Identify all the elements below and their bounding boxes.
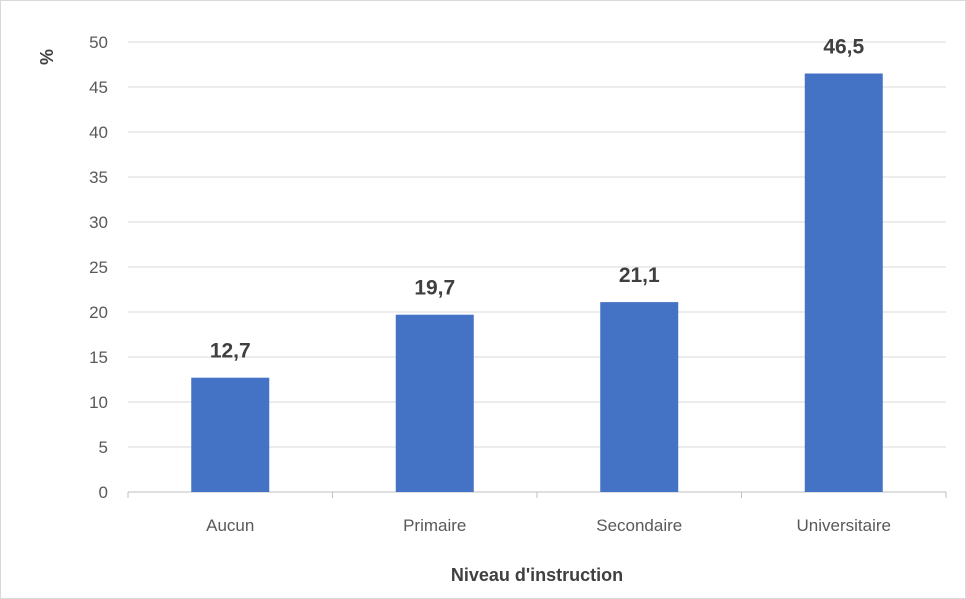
labels: 0 5 10 15 20 25 30 35 40 45 50 12,7 Aucun 19,7 Primair… — [89, 33, 891, 535]
x-category-label: Primaire — [403, 516, 466, 535]
y-tick-label: 25 — [89, 258, 108, 277]
y-tick-label: 10 — [89, 393, 108, 412]
x-category-label: Universitaire — [797, 516, 891, 535]
bar-secondaire — [600, 302, 679, 492]
bars — [191, 73, 883, 492]
y-tick-label: 0 — [99, 483, 108, 502]
y-tick-label: 40 — [89, 123, 108, 142]
bar-primaire — [395, 314, 474, 492]
data-label: 12,7 — [210, 340, 251, 363]
data-label: 21,1 — [619, 264, 660, 287]
y-tick-label: 50 — [89, 33, 108, 52]
y-tick-label: 30 — [89, 213, 108, 232]
y-tick-label: 35 — [89, 168, 108, 187]
axes — [127, 491, 947, 498]
y-tick-label: 5 — [99, 438, 108, 457]
y-axis-title: % — [37, 49, 57, 65]
bar-universitaire — [804, 73, 883, 492]
data-label: 46,5 — [823, 36, 864, 59]
bar-aucun — [191, 377, 270, 492]
y-tick-label: 15 — [89, 348, 108, 367]
y-tick-label: 45 — [89, 78, 108, 97]
x-category-label: Aucun — [206, 516, 254, 535]
data-label: 19,7 — [414, 277, 455, 300]
x-category-label: Secondaire — [596, 516, 682, 535]
x-axis-title: Niveau d'instruction — [451, 565, 623, 585]
y-tick-label: 20 — [89, 303, 108, 322]
